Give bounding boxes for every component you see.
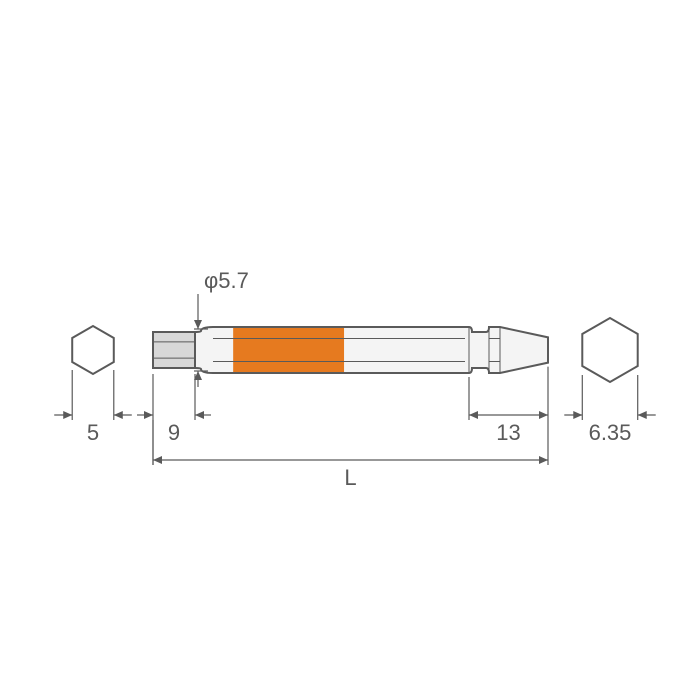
diameter-label: φ5.7	[204, 268, 249, 293]
dim-label: 13	[496, 420, 520, 445]
dim-label: 9	[168, 420, 180, 445]
bit-tip	[153, 332, 195, 368]
shank-cross-section: 6.35	[564, 318, 655, 445]
dim-label: 6.35	[589, 420, 632, 445]
dim-label: 5	[87, 420, 99, 445]
dim-label: L	[344, 465, 356, 490]
bit-side-view: φ5.7 9 13 L	[137, 268, 548, 490]
color-band	[233, 328, 344, 372]
tip-cross-section: 5	[54, 326, 132, 445]
